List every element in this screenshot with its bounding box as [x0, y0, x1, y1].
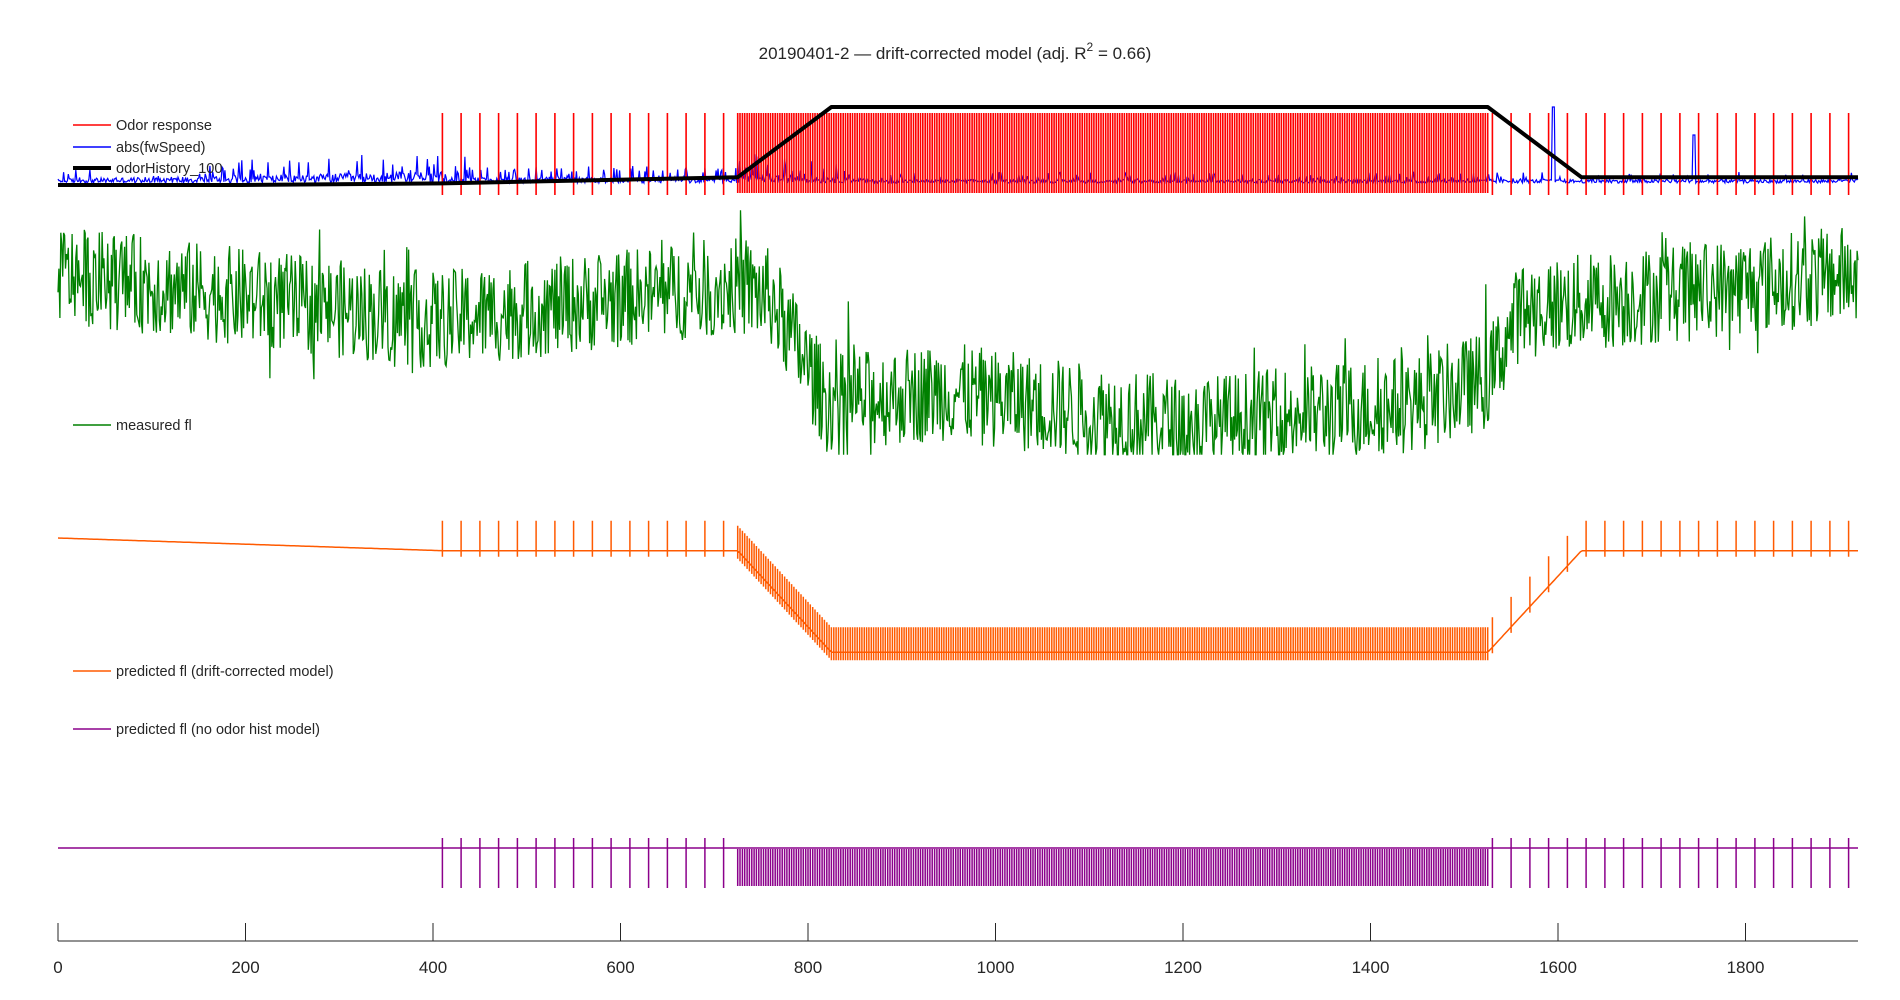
series-predicted-nohist	[58, 838, 1858, 888]
series-odor-history	[58, 105, 1858, 187]
predicted-drift-plot	[57, 520, 1858, 661]
series-odor-response	[441, 113, 1850, 195]
x-tick-label-800: 800	[794, 958, 822, 977]
legend-measured: measured fl	[73, 418, 192, 434]
predicted-nohist-plot	[58, 838, 1858, 888]
measured-fl-plot	[57, 210, 1859, 456]
x-tick-label-0: 0	[53, 958, 62, 977]
legend-label-predicted-nohist: predicted fl (no odor hist model)	[116, 722, 320, 738]
legend-label-odor-response: Odor response	[116, 118, 212, 134]
x-tick-label-400: 400	[419, 958, 447, 977]
x-tick-label-1800: 1800	[1727, 958, 1765, 977]
legend-behavior: Odor response abs(fwSpeed) odorHistory_1…	[73, 118, 222, 177]
x-tick-label-1000: 1000	[977, 958, 1015, 977]
x-tick-label-1200: 1200	[1164, 958, 1202, 977]
series-predicted-drift	[57, 520, 1858, 661]
legend-predicted-nohist: predicted fl (no odor hist model)	[73, 722, 320, 738]
legend-label-predicted-drift: predicted fl (drift-corrected model)	[116, 664, 334, 680]
series-measured-fl	[57, 210, 1859, 456]
x-axis: 0 200 400 600 800 1000 1200 1400 1600 1800	[53, 923, 1858, 977]
legend-predicted-drift: predicted fl (drift-corrected model)	[73, 664, 334, 680]
x-tick-label-1600: 1600	[1539, 958, 1577, 977]
legend-label-measured-fl: measured fl	[116, 418, 192, 434]
chart-title: 20190401-2 — drift-corrected model (adj.…	[759, 40, 1152, 63]
x-tick-label-600: 600	[606, 958, 634, 977]
legend-label-odor-history: odorHistory_100	[116, 161, 222, 177]
behavior-plot	[57, 105, 1859, 195]
x-tick-label-200: 200	[231, 958, 259, 977]
x-tick-label-1400: 1400	[1352, 958, 1390, 977]
legend-label-abs-fwspeed: abs(fwSpeed)	[116, 140, 205, 156]
